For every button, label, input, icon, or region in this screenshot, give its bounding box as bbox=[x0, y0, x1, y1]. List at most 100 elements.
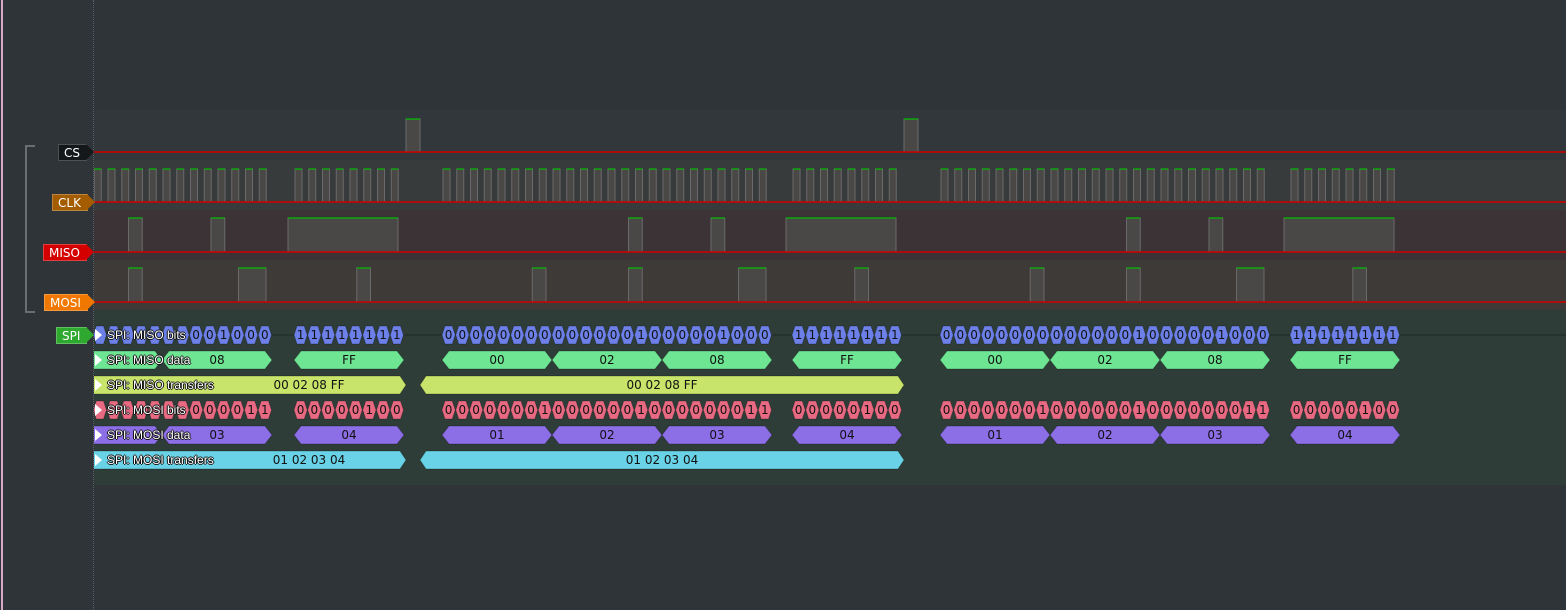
miso-data-byte[interactable]: 02 bbox=[1049, 350, 1161, 370]
mosi-bit[interactable]: 0 bbox=[1316, 400, 1332, 420]
mosi-bit[interactable]: 1 bbox=[743, 400, 759, 420]
miso-bit[interactable]: 0 bbox=[1145, 325, 1161, 345]
mosi-data-byte[interactable]: 01 bbox=[939, 425, 1051, 445]
miso-data-byte[interactable]: 08 bbox=[161, 350, 273, 370]
mosi-bit[interactable]: 0 bbox=[1186, 400, 1202, 420]
row-label-miso-data[interactable]: SPI: MISO data bbox=[95, 351, 190, 369]
miso-bit[interactable]: 0 bbox=[1035, 325, 1051, 345]
mosi-bit[interactable]: 0 bbox=[887, 400, 903, 420]
mosi-transfer[interactable]: 01 02 03 04 bbox=[0, 450, 407, 470]
miso-bit[interactable]: 0 bbox=[243, 325, 259, 345]
miso-bit[interactable]: 1 bbox=[293, 325, 308, 345]
mosi-bit[interactable] bbox=[11, 401, 24, 419]
miso-bit[interactable]: 1 bbox=[860, 325, 875, 345]
miso-transfer[interactable]: 00 02 08 FF bbox=[419, 375, 905, 395]
miso-bit[interactable]: 0 bbox=[966, 325, 982, 345]
mosi-bit[interactable]: 0 bbox=[620, 400, 635, 420]
expand-arrow-icon[interactable] bbox=[95, 454, 102, 466]
mosi-bit[interactable]: 0 bbox=[441, 400, 456, 420]
mosi-bit[interactable]: 0 bbox=[1214, 400, 1229, 420]
mosi-bit[interactable]: 0 bbox=[1008, 400, 1023, 420]
mosi-bit[interactable]: 0 bbox=[1330, 400, 1346, 420]
miso-bit[interactable]: 1 bbox=[887, 325, 903, 345]
mosi-data-byte[interactable]: 03 bbox=[661, 425, 773, 445]
mosi-bit[interactable]: 1 bbox=[1035, 400, 1051, 420]
miso-bit[interactable]: 0 bbox=[1090, 325, 1106, 345]
channel-label-mosi[interactable]: MOSI bbox=[44, 294, 95, 311]
mosi-bit[interactable]: 0 bbox=[216, 400, 231, 420]
mosi-bit[interactable]: 0 bbox=[980, 400, 996, 420]
mosi-bit[interactable] bbox=[52, 401, 65, 419]
miso-bit[interactable] bbox=[11, 326, 24, 344]
mosi-bit[interactable]: 0 bbox=[1385, 400, 1401, 420]
mosi-bit[interactable]: 1 bbox=[243, 400, 259, 420]
mosi-bit[interactable]: 0 bbox=[1063, 400, 1078, 420]
mosi-bit[interactable] bbox=[66, 401, 79, 419]
mosi-bit[interactable]: 0 bbox=[846, 400, 861, 420]
mosi-bit[interactable]: 0 bbox=[592, 400, 608, 420]
mosi-bit[interactable]: 0 bbox=[702, 400, 718, 420]
mosi-bit[interactable]: 0 bbox=[230, 400, 245, 420]
miso-bit[interactable]: 1 bbox=[1344, 325, 1359, 345]
row-label-mosi-transfers[interactable]: SPI: MOSI transfers bbox=[95, 451, 214, 469]
mosi-bit[interactable]: 1 bbox=[757, 400, 773, 420]
miso-bit[interactable]: 0 bbox=[257, 325, 273, 345]
row-label-mosi-data[interactable]: SPI: MOSI data bbox=[95, 426, 190, 444]
mosi-bit[interactable]: 0 bbox=[482, 400, 498, 420]
mosi-bit[interactable]: 0 bbox=[1289, 400, 1304, 420]
miso-bit[interactable]: 1 bbox=[716, 325, 731, 345]
mosi-bit[interactable] bbox=[38, 401, 51, 419]
mosi-bit[interactable]: 0 bbox=[1090, 400, 1106, 420]
mosi-bit[interactable]: 0 bbox=[1021, 400, 1037, 420]
mosi-bit[interactable]: 1 bbox=[1131, 400, 1147, 420]
mosi-bit[interactable]: 0 bbox=[455, 400, 470, 420]
mosi-bit[interactable]: 0 bbox=[966, 400, 982, 420]
mosi-bit[interactable]: 0 bbox=[1228, 400, 1243, 420]
miso-data-byte[interactable]: 00 bbox=[939, 350, 1051, 370]
miso-bit[interactable]: 1 bbox=[389, 325, 405, 345]
miso-data-byte[interactable]: FF bbox=[293, 350, 405, 370]
miso-bit[interactable]: 0 bbox=[510, 325, 525, 345]
miso-bit[interactable]: 1 bbox=[818, 325, 834, 345]
mosi-bit[interactable]: 0 bbox=[523, 400, 539, 420]
expand-arrow-icon[interactable] bbox=[95, 354, 102, 366]
mosi-bit[interactable]: 0 bbox=[1049, 400, 1064, 420]
mosi-bit[interactable] bbox=[25, 401, 38, 419]
miso-bit[interactable]: 0 bbox=[730, 325, 745, 345]
mosi-bit[interactable]: 0 bbox=[551, 400, 566, 420]
mosi-bit[interactable] bbox=[0, 401, 10, 419]
mosi-bit[interactable]: 0 bbox=[293, 400, 308, 420]
miso-bit[interactable]: 0 bbox=[1159, 325, 1174, 345]
miso-bit[interactable]: 0 bbox=[455, 325, 470, 345]
mosi-data-byte[interactable]: 04 bbox=[791, 425, 903, 445]
miso-bit[interactable]: 1 bbox=[1358, 325, 1373, 345]
miso-bit[interactable]: 0 bbox=[565, 325, 580, 345]
miso-data-byte[interactable]: FF bbox=[791, 350, 903, 370]
mosi-data-byte[interactable]: 03 bbox=[1159, 425, 1271, 445]
miso-bit[interactable]: 0 bbox=[939, 325, 954, 345]
mosi-bit[interactable] bbox=[147, 400, 163, 420]
miso-bit[interactable]: 0 bbox=[1008, 325, 1023, 345]
miso-bit[interactable]: 1 bbox=[1316, 325, 1332, 345]
mosi-bit[interactable]: 0 bbox=[578, 400, 594, 420]
miso-bit[interactable]: 1 bbox=[1289, 325, 1304, 345]
miso-bit[interactable]: 1 bbox=[375, 325, 391, 345]
expand-arrow-icon[interactable] bbox=[95, 379, 102, 391]
decoder-label-spi[interactable]: SPI bbox=[56, 327, 95, 344]
miso-bit[interactable]: 0 bbox=[661, 325, 676, 345]
miso-bit[interactable] bbox=[147, 325, 163, 345]
mosi-bit[interactable]: 0 bbox=[1145, 400, 1161, 420]
mosi-bit[interactable]: 0 bbox=[606, 400, 621, 420]
mosi-bit[interactable]: 0 bbox=[1104, 400, 1119, 420]
mosi-bit[interactable] bbox=[175, 400, 190, 420]
miso-bit[interactable]: 1 bbox=[348, 325, 363, 345]
miso-bit[interactable] bbox=[133, 325, 149, 345]
miso-bit[interactable]: 0 bbox=[202, 325, 218, 345]
miso-bit[interactable]: 1 bbox=[320, 325, 336, 345]
row-label-mosi-bits[interactable]: SPI: MOSI bits bbox=[95, 401, 186, 419]
miso-data-byte[interactable]: 02 bbox=[551, 350, 663, 370]
miso-bit[interactable]: 0 bbox=[1021, 325, 1037, 345]
miso-bit[interactable]: 1 bbox=[1214, 325, 1229, 345]
miso-bit[interactable]: 0 bbox=[1241, 325, 1257, 345]
